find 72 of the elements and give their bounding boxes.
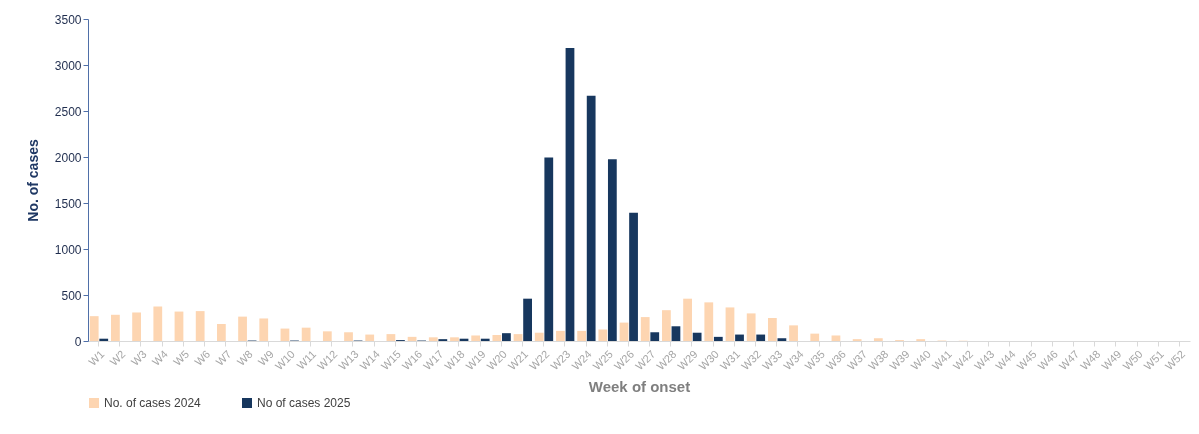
bar xyxy=(746,313,756,341)
bar xyxy=(174,311,184,341)
x-tick-label: W3 xyxy=(128,347,149,368)
bar xyxy=(502,333,511,341)
bar xyxy=(544,157,554,341)
bar xyxy=(598,329,608,341)
bar xyxy=(89,316,99,341)
bar xyxy=(662,310,671,341)
x-tick-label: W6 xyxy=(192,347,213,368)
bar xyxy=(301,327,311,341)
y-axis-title: No. of cases xyxy=(24,139,41,222)
bar xyxy=(692,332,702,341)
bar xyxy=(704,302,714,341)
bar xyxy=(99,338,109,341)
bar xyxy=(322,331,332,341)
x-tick-label: W26 xyxy=(611,347,637,373)
bar xyxy=(767,318,777,341)
bar xyxy=(789,325,798,341)
bar xyxy=(132,312,141,341)
x-tick-label: W1 xyxy=(86,347,107,368)
x-tick-label: W8 xyxy=(234,347,255,368)
bar xyxy=(259,318,269,341)
bar xyxy=(492,335,502,341)
bar xyxy=(577,330,587,341)
bar xyxy=(565,47,575,341)
bar xyxy=(365,334,375,341)
bar xyxy=(683,298,692,341)
bar xyxy=(650,332,660,341)
y-tick-label: 1000 xyxy=(54,242,82,257)
bar xyxy=(111,314,120,341)
y-tick-label: 3500 xyxy=(54,12,82,27)
legend-label: No. of cases 2024 xyxy=(104,396,202,410)
bar xyxy=(523,298,532,341)
y-tick-label: 1500 xyxy=(54,196,82,211)
bar xyxy=(513,334,523,341)
bar xyxy=(607,159,617,341)
bar xyxy=(756,334,766,341)
x-tick-label: W4 xyxy=(149,347,170,368)
x-tick-label: W16 xyxy=(399,347,425,373)
x-tick-label: W2 xyxy=(107,347,128,368)
bar xyxy=(450,337,459,341)
legend-label: No of cases 2025 xyxy=(257,396,351,410)
bar xyxy=(216,323,226,341)
bar xyxy=(586,95,596,341)
bar xyxy=(831,335,841,341)
bar xyxy=(777,338,787,341)
y-tick-label: 500 xyxy=(61,288,82,303)
bar xyxy=(344,332,353,341)
bar xyxy=(735,334,744,341)
bar xyxy=(534,332,544,341)
bar xyxy=(725,307,735,341)
y-tick-label: 2000 xyxy=(54,150,82,165)
bar xyxy=(195,311,205,341)
y-tick-label: 0 xyxy=(74,334,82,349)
bar xyxy=(640,317,650,341)
x-tick-label: W5 xyxy=(170,347,192,368)
bar xyxy=(238,316,247,341)
bar xyxy=(713,336,723,341)
y-tick-label: 3000 xyxy=(54,58,82,73)
bar xyxy=(153,306,163,341)
bar xyxy=(629,212,638,341)
bar xyxy=(556,330,565,341)
x-axis-title: Week of onset xyxy=(588,378,691,396)
y-tick-label: 2500 xyxy=(54,104,82,119)
bar xyxy=(471,335,481,341)
x-tick-label: W7 xyxy=(213,347,234,368)
bar xyxy=(480,338,490,341)
bar xyxy=(386,334,396,341)
bar xyxy=(671,326,681,341)
bar xyxy=(428,337,438,341)
bar xyxy=(810,333,820,341)
bar xyxy=(873,338,883,341)
